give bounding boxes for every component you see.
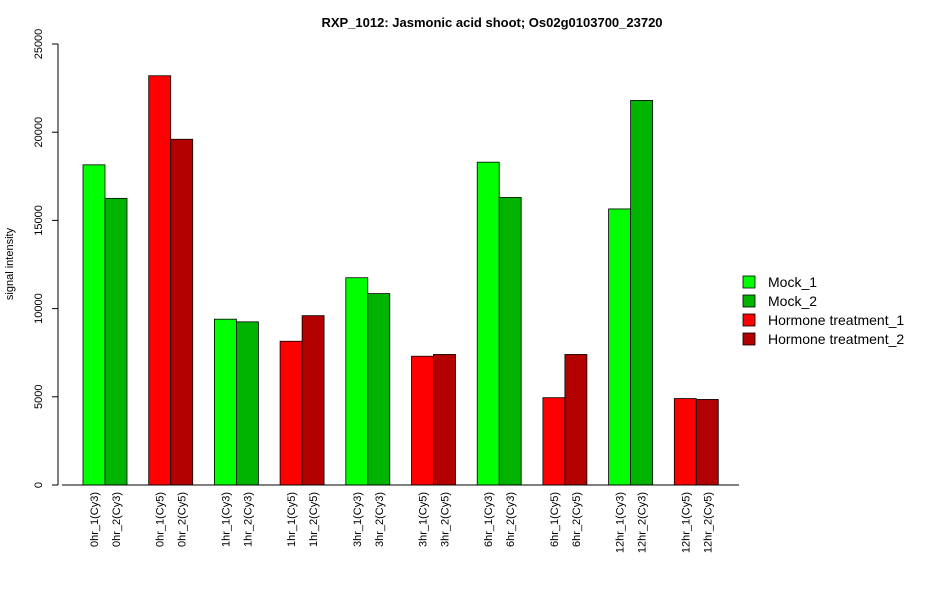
bar: [82, 164, 106, 486]
bar: [148, 75, 172, 486]
y-tick-label: 10000: [33, 293, 45, 324]
y-axis: 0 5000 10000 15000 20000 25000: [33, 29, 59, 488]
legend-label: Hormone treatment_2: [768, 331, 904, 347]
x-tick-label: 1hr_2(Cy5): [308, 492, 320, 547]
chart-title: RXP_1012: Jasmonic acid shoot; Os02g0103…: [321, 15, 662, 30]
x-tick-label: 6hr_1(Cy5): [549, 492, 561, 547]
y-tick-label: 25000: [33, 29, 45, 60]
x-tick-label: 0hr_1(Cy3): [89, 492, 101, 547]
x-tick-label: 3hr_1(Cy3): [352, 492, 364, 547]
bar: [695, 399, 719, 486]
x-tick-label: 1hr_1(Cy5): [286, 492, 298, 547]
x-tick-label: 12hr_1(Cy3): [615, 492, 627, 553]
bar: [411, 355, 434, 486]
bar: [433, 354, 456, 486]
bar: [673, 398, 697, 486]
x-tick-label: 1hr_2(Cy3): [242, 492, 254, 547]
bar: [476, 161, 500, 486]
bar: [608, 208, 631, 486]
legend-swatch: [742, 294, 756, 308]
legend-label: Mock_1: [768, 274, 817, 290]
y-tick-label: 5000: [33, 385, 45, 409]
x-tick-label: 6hr_2(Cy5): [571, 492, 583, 547]
x-tick-label: 3hr_1(Cy5): [418, 492, 430, 547]
x-tick-label: 0hr_1(Cy5): [155, 492, 167, 547]
bar: [170, 138, 194, 486]
x-tick-label: 12hr_1(Cy5): [680, 492, 692, 553]
bar: [542, 397, 566, 486]
x-tick-label: 12hr_2(Cy3): [637, 492, 649, 553]
x-tick-label: 3hr_2(Cy5): [440, 492, 452, 547]
bar: [279, 340, 303, 486]
bar: [564, 354, 588, 486]
y-tick-label: 15000: [33, 205, 45, 236]
legend-swatch: [742, 332, 756, 346]
legend-swatch: [742, 275, 756, 289]
x-tick-label: 12hr_2(Cy5): [702, 492, 714, 553]
y-axis-label: signal intensity: [4, 227, 16, 300]
y-tick-label: 20000: [33, 117, 45, 148]
bar: [213, 318, 237, 486]
bar: [367, 293, 391, 486]
bar: [235, 321, 259, 486]
legend-swatch: [742, 313, 756, 327]
bar: [301, 315, 325, 486]
legend: Mock_1 Mock_2 Hormone treatment_1 Hormone t…: [742, 274, 904, 347]
bar: [498, 197, 522, 486]
x-tick-label: 3hr_2(Cy3): [374, 492, 386, 547]
x-tick-label: 0hr_2(Cy5): [177, 492, 189, 547]
x-tick-labels: 0hr_1(Cy3) 0hr_2(Cy3) 0hr_1(Cy5) 0hr_2(Cy5)…: [89, 492, 714, 553]
bar: [345, 277, 369, 486]
x-tick-label: 0hr_2(Cy3): [111, 492, 123, 547]
x-tick-label: 6hr_2(Cy3): [505, 492, 517, 547]
bar: [104, 197, 128, 486]
x-tick-label: 1hr_1(Cy3): [220, 492, 232, 547]
bars: [82, 75, 719, 486]
bar: [630, 100, 653, 486]
y-tick-label: 0: [33, 482, 45, 488]
legend-label: Hormone treatment_1: [768, 312, 904, 328]
legend-label: Mock_2: [768, 293, 817, 309]
x-tick-label: 6hr_1(Cy3): [483, 492, 495, 547]
